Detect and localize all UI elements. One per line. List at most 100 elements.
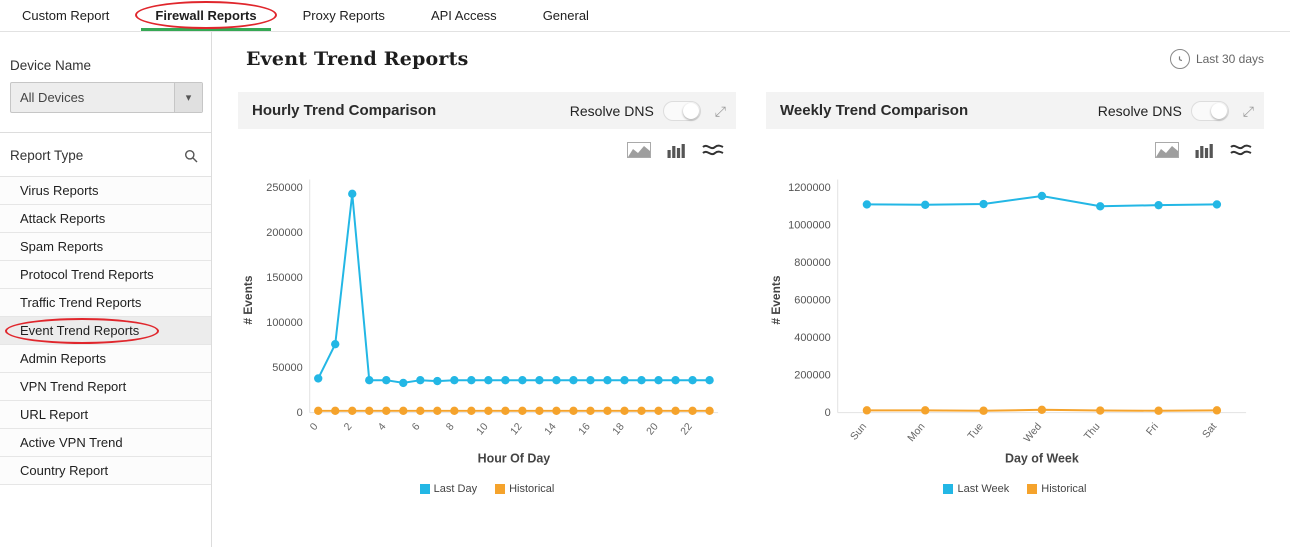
time-range-selector[interactable]: Last 30 days [1169, 49, 1264, 69]
time-range-label: Last 30 days [1195, 52, 1264, 66]
tab-label: API Access [430, 8, 497, 23]
area-chart-icon[interactable] [627, 142, 651, 158]
tab-label: Firewall Reports [155, 8, 257, 23]
legend-item-historical[interactable]: Historical [495, 483, 554, 495]
svg-text:4: 4 [376, 421, 388, 433]
svg-text:600000: 600000 [794, 295, 831, 307]
legend-item-last-week[interactable]: Last Week [943, 483, 1009, 495]
sidebar-item-label: Admin Reports [20, 351, 106, 366]
device-select-value: All Devices [20, 90, 85, 105]
panel-hourly-trend: Hourly Trend Comparison Resolve DNS ⤢ [238, 92, 736, 495]
expand-icon[interactable]: ⤢ [714, 102, 726, 119]
svg-text:22: 22 [679, 421, 695, 437]
sidebar-divider [0, 132, 211, 133]
sidebar-item-country-report[interactable]: Country Report [0, 457, 211, 485]
chart-legend: Last Day Historical [238, 483, 736, 495]
bar-chart-icon[interactable] [667, 142, 686, 158]
report-type-label: Report Type [10, 148, 84, 163]
svg-text:0: 0 [308, 421, 320, 433]
active-tab-underline [141, 28, 271, 31]
device-select[interactable]: All Devices ▾ [10, 82, 203, 113]
resolve-dns-toggle[interactable] [1190, 100, 1229, 121]
sidebar-item-protocol-trend-reports[interactable]: Protocol Trend Reports [0, 261, 211, 289]
search-icon[interactable] [184, 149, 198, 163]
charts-row: Hourly Trend Comparison Resolve DNS ⤢ [212, 70, 1290, 495]
sidebar-item-label: Event Trend Reports [20, 323, 140, 338]
panel-weekly-trend: Weekly Trend Comparison Resolve DNS ⤢ [766, 92, 1264, 495]
svg-text:250000: 250000 [266, 182, 303, 194]
sidebar: Device Name All Devices ▾ Report Type Vi… [0, 32, 212, 547]
legend-item-last-day[interactable]: Last Day [419, 483, 477, 495]
sidebar-item-event-trend-reports[interactable]: Event Trend Reports [0, 317, 211, 345]
line-chart-icon[interactable] [1230, 143, 1252, 157]
sidebar-item-attack-reports[interactable]: Attack Reports [0, 205, 211, 233]
svg-text:# Events: # Events [241, 275, 255, 324]
tab-custom-report[interactable]: Custom Report [8, 0, 123, 31]
tab-proxy-reports[interactable]: Proxy Reports [289, 0, 399, 31]
svg-text:Hour Of Day: Hour Of Day [478, 451, 551, 465]
svg-text:Fri: Fri [1145, 421, 1161, 437]
legend-swatch [1027, 484, 1038, 494]
svg-text:# Events: # Events [769, 275, 783, 324]
device-name-label: Device Name [10, 58, 92, 73]
sidebar-item-label: Traffic Trend Reports [20, 295, 142, 310]
tab-label: General [542, 8, 589, 23]
chart-legend: Last Week Historical [766, 483, 1264, 495]
svg-text:1000000: 1000000 [788, 220, 831, 232]
sidebar-item-label: VPN Trend Report [20, 379, 127, 394]
bar-chart-icon[interactable] [1195, 142, 1214, 158]
svg-text:Wed: Wed [1022, 421, 1044, 445]
sidebar-item-admin-reports[interactable]: Admin Reports [0, 345, 211, 373]
weekly-trend-chart: 0 200000 400000 600000 800000 1000000 1200000 #… [769, 179, 1247, 465]
sidebar-item-label: Active VPN Trend [20, 435, 123, 450]
tab-api-access[interactable]: API Access [417, 0, 511, 31]
svg-text:800000: 800000 [794, 257, 831, 269]
tab-general[interactable]: General [529, 0, 603, 31]
legend-label: Last Week [957, 483, 1010, 495]
svg-text:8: 8 [444, 421, 456, 433]
sidebar-item-traffic-trend-reports[interactable]: Traffic Trend Reports [0, 289, 211, 317]
legend-swatch [419, 484, 430, 494]
hourly-trend-chart: 0 50000 100000 150000 200000 250000 # Events 0 2… [241, 179, 719, 465]
expand-icon[interactable]: ⤢ [1242, 102, 1254, 119]
svg-text:12: 12 [509, 421, 525, 437]
svg-text:Tue: Tue [966, 421, 986, 442]
svg-text:100000: 100000 [266, 317, 303, 329]
svg-text:16: 16 [577, 421, 593, 437]
svg-text:18: 18 [611, 421, 627, 437]
resolve-dns-toggle[interactable] [662, 100, 701, 121]
svg-text:14: 14 [543, 421, 559, 437]
svg-text:Thu: Thu [1083, 421, 1103, 442]
sidebar-item-spam-reports[interactable]: Spam Reports [0, 233, 211, 261]
page-title: Event Trend Reports [246, 48, 469, 70]
sidebar-item-label: URL Report [20, 407, 89, 422]
legend-item-historical[interactable]: Historical [1027, 483, 1087, 495]
sidebar-item-label: Protocol Trend Reports [20, 267, 154, 282]
svg-text:400000: 400000 [794, 332, 831, 344]
tab-firewall-reports[interactable]: Firewall Reports [135, 0, 277, 31]
sidebar-item-label: Attack Reports [20, 211, 106, 226]
line-chart-icon[interactable] [702, 143, 724, 157]
legend-swatch [943, 484, 954, 494]
sidebar-item-virus-reports[interactable]: Virus Reports [0, 177, 211, 205]
chevron-down-icon[interactable]: ▾ [174, 83, 202, 112]
legend-swatch [495, 484, 506, 494]
clock-icon [1169, 49, 1190, 69]
svg-text:150000: 150000 [266, 272, 303, 284]
legend-label: Historical [509, 483, 555, 495]
sidebar-item-vpn-trend-report[interactable]: VPN Trend Report [0, 373, 211, 401]
svg-text:Sat: Sat [1201, 421, 1220, 440]
svg-text:10: 10 [475, 421, 491, 437]
svg-text:Sun: Sun [849, 421, 869, 442]
resolve-dns-label: Resolve DNS [1097, 102, 1182, 119]
top-navigation: Custom Report Firewall Reports Proxy Rep… [0, 0, 1290, 32]
report-type-list: Virus Reports Attack Reports Spam Report… [0, 176, 211, 485]
sidebar-item-active-vpn-trend[interactable]: Active VPN Trend [0, 429, 211, 457]
tab-label: Proxy Reports [302, 8, 385, 23]
toggle-knob [1210, 102, 1227, 119]
sidebar-item-url-report[interactable]: URL Report [0, 401, 211, 429]
svg-text:Mon: Mon [906, 421, 928, 444]
sidebar-item-label: Country Report [20, 463, 109, 478]
svg-text:2: 2 [342, 421, 354, 433]
area-chart-icon[interactable] [1155, 142, 1179, 158]
